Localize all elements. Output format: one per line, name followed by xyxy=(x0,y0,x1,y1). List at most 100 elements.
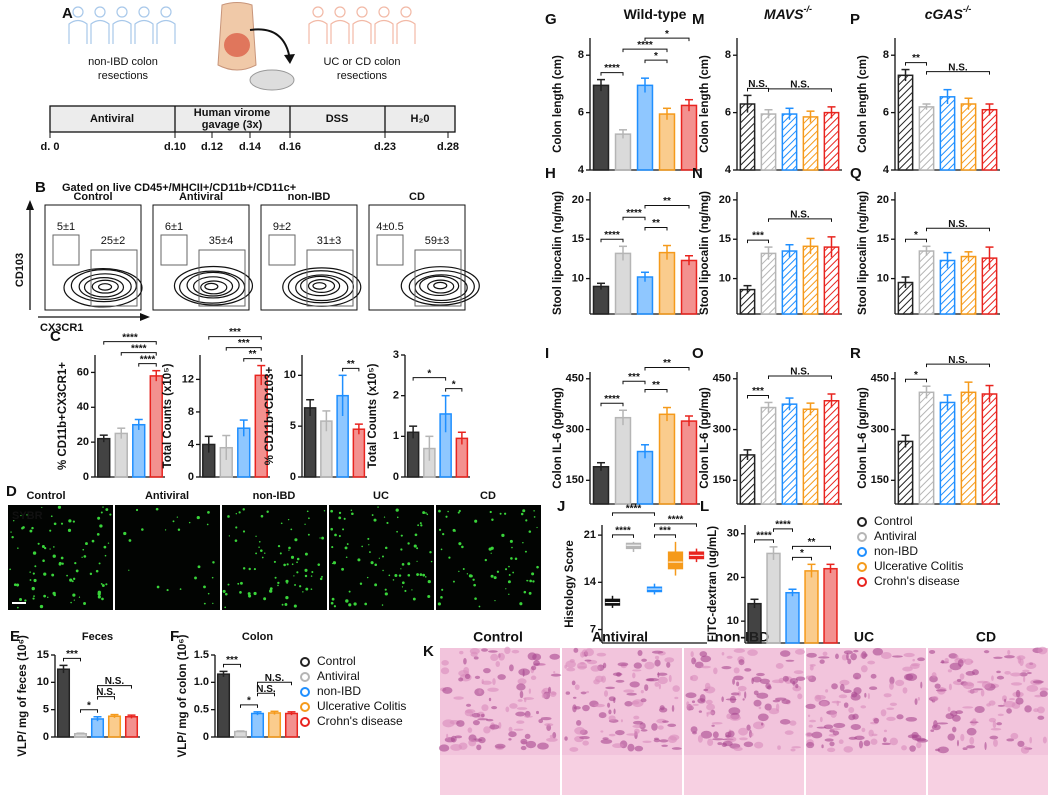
sig-label: *** xyxy=(229,327,241,338)
particle xyxy=(384,592,388,596)
tissue xyxy=(657,725,664,730)
particle xyxy=(505,588,507,590)
particle xyxy=(78,596,81,598)
bar xyxy=(303,407,317,478)
sig-label: * xyxy=(452,379,456,390)
y-axis-label: Colon IL-6 (pg/mg) xyxy=(699,387,711,489)
tissue xyxy=(631,700,640,705)
tissue xyxy=(956,678,962,682)
particle xyxy=(304,574,308,578)
y-tick-label: 2 xyxy=(393,390,399,402)
gate xyxy=(268,234,296,266)
contour xyxy=(312,282,327,290)
legend-marker xyxy=(300,687,310,697)
y-axis-label: Colon length (cm) xyxy=(552,55,564,153)
sample-label: CD xyxy=(480,490,496,502)
bar xyxy=(781,113,798,171)
sig-label: **** xyxy=(626,503,642,514)
bar xyxy=(636,450,654,505)
tissue xyxy=(934,683,941,689)
tissue xyxy=(1037,715,1045,720)
particle xyxy=(11,535,14,539)
tissue xyxy=(839,683,845,692)
particle xyxy=(412,597,416,601)
tissue xyxy=(861,651,867,659)
sig-bracket xyxy=(80,709,98,713)
bar xyxy=(406,431,420,478)
y-tick-label: 10 xyxy=(572,272,584,284)
particle xyxy=(176,516,179,518)
particle xyxy=(21,526,24,530)
tissue xyxy=(850,653,857,661)
gate-value: 9±2 xyxy=(273,221,291,233)
tissue xyxy=(752,676,762,683)
particle xyxy=(83,602,87,605)
tissue xyxy=(511,649,520,654)
y-tick-label: 15 xyxy=(719,233,731,245)
bar xyxy=(760,252,777,315)
tissue xyxy=(896,714,904,720)
particle xyxy=(269,589,273,593)
particle xyxy=(50,515,53,518)
tissue xyxy=(963,658,973,665)
particle xyxy=(207,592,210,595)
bar xyxy=(216,673,231,738)
particle xyxy=(507,580,511,584)
tissue xyxy=(781,699,791,705)
gate-value: 59±3 xyxy=(425,235,449,247)
particle xyxy=(317,563,321,566)
tissue xyxy=(565,691,571,695)
box xyxy=(625,542,642,550)
tissue xyxy=(931,696,939,702)
y-axis-label: % CD11b+CX3CR1+ xyxy=(57,362,69,470)
y-axis-label: % CD11b+CD103+ xyxy=(264,367,276,466)
contour xyxy=(91,279,119,294)
legend-marker xyxy=(857,562,867,572)
bar xyxy=(823,567,838,644)
day-label: d. 0 xyxy=(41,141,60,153)
particle xyxy=(419,522,422,525)
y-tick-label: 4 xyxy=(578,164,585,176)
particle xyxy=(484,558,487,562)
microscopy-image xyxy=(436,505,541,610)
y-tick-label: 3 xyxy=(393,349,399,361)
particle xyxy=(344,546,348,550)
tissue xyxy=(962,706,974,709)
tissue xyxy=(811,731,823,739)
y-tick-label: 0 xyxy=(43,731,49,743)
tissue xyxy=(497,674,506,680)
particle xyxy=(490,546,494,550)
tissue xyxy=(789,720,797,726)
tissue xyxy=(971,669,979,676)
sig-bracket xyxy=(600,238,624,243)
tissue xyxy=(738,727,749,736)
tissue xyxy=(1010,672,1022,677)
particle xyxy=(400,568,402,570)
tissue xyxy=(472,720,480,726)
particle xyxy=(422,511,426,515)
y-axis-label: Total Counts (x10⁵) xyxy=(162,363,174,468)
tissue xyxy=(825,689,829,693)
particle xyxy=(348,590,351,593)
y-tick-label: 1 xyxy=(393,430,399,442)
tissue xyxy=(779,719,791,725)
tissue xyxy=(955,710,964,715)
person-icon xyxy=(374,19,394,44)
tissue xyxy=(853,687,862,695)
panel-label: M xyxy=(692,11,705,28)
particle xyxy=(304,523,306,525)
bar xyxy=(636,276,654,315)
sig-label: *** xyxy=(226,655,238,666)
particle xyxy=(19,597,22,601)
person-icon xyxy=(356,6,368,18)
bar xyxy=(897,74,914,171)
tissue xyxy=(727,730,735,738)
tissue xyxy=(1007,649,1011,656)
sig-label: *** xyxy=(238,338,250,349)
particle xyxy=(331,546,334,549)
particle xyxy=(284,603,288,606)
tissue xyxy=(481,648,488,652)
day-label: d.14 xyxy=(239,141,262,153)
tissue xyxy=(733,667,740,674)
particle xyxy=(107,542,110,544)
